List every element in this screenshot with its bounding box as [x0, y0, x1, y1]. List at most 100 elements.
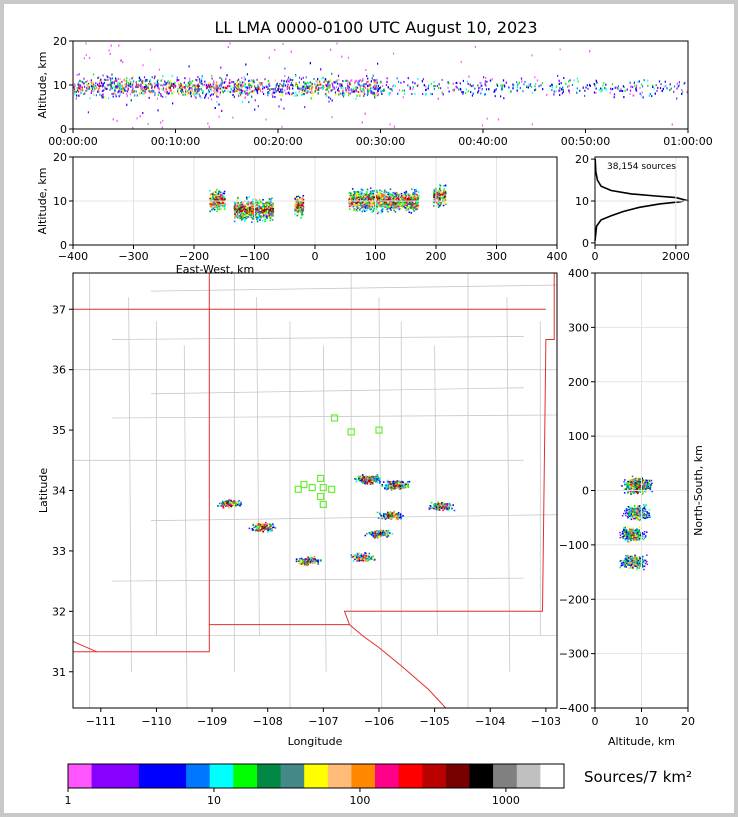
ew-source — [255, 202, 257, 205]
ew-source — [249, 212, 251, 215]
time-height-source — [375, 79, 377, 82]
time-height-source — [183, 85, 185, 88]
ew-source — [404, 202, 406, 204]
plan-source — [257, 530, 260, 532]
time-height-source — [142, 112, 144, 114]
ew-source — [408, 198, 411, 200]
ew-source — [439, 194, 442, 196]
time-height-source — [350, 79, 352, 82]
time-height-source — [372, 91, 374, 93]
ew-source — [434, 194, 436, 196]
ew-source — [416, 194, 418, 196]
ew-source — [240, 216, 242, 218]
ew-source — [242, 202, 244, 204]
ew-source — [218, 196, 220, 198]
time-height-source — [422, 93, 424, 95]
ew-source — [369, 200, 371, 203]
time-height-source — [480, 92, 482, 95]
time-height-source — [303, 85, 305, 88]
time-height-source — [620, 89, 622, 92]
time-height-source — [193, 88, 196, 91]
time-height-source — [104, 86, 106, 89]
ew-source — [414, 204, 417, 206]
time-height-source — [121, 80, 123, 83]
plan-source — [261, 525, 264, 528]
plan-source — [240, 501, 242, 504]
time-height-source — [92, 81, 94, 84]
time-height-source — [83, 82, 85, 85]
time-height-source — [207, 92, 209, 95]
ew-source — [354, 210, 357, 212]
ew-source — [413, 197, 416, 199]
time-height-source — [355, 89, 357, 92]
time-height-source — [649, 92, 651, 95]
time-height-source — [187, 89, 189, 92]
time-height-source — [256, 86, 258, 89]
time-height-source — [86, 87, 88, 90]
time-height-source — [112, 95, 114, 98]
time-height-source — [85, 54, 87, 57]
time-height-source — [120, 59, 122, 62]
plan-source — [230, 502, 232, 504]
plan-source — [302, 559, 305, 562]
time-height-source — [280, 88, 282, 91]
ew-source — [368, 204, 371, 206]
time-height-source — [474, 87, 476, 90]
ew-source — [256, 204, 258, 206]
time-height-source — [676, 82, 678, 85]
ew-source — [412, 208, 415, 211]
time-height-source — [253, 89, 256, 92]
ew-source — [355, 202, 358, 205]
time-height-source — [249, 81, 251, 84]
ew-source — [350, 194, 352, 197]
time-height-source — [102, 83, 104, 86]
ew-source — [406, 202, 409, 205]
plan-source — [226, 500, 228, 502]
ew-source — [256, 201, 258, 204]
time-height-source — [433, 81, 435, 84]
ew-source — [209, 193, 212, 196]
time-height-source — [224, 86, 226, 89]
ew-source — [216, 210, 218, 213]
ew-source — [355, 209, 358, 211]
ew-source — [294, 206, 297, 208]
ew-source — [301, 197, 304, 199]
time-height-source — [179, 86, 181, 89]
time-height-source — [212, 93, 214, 96]
ew-source — [406, 205, 408, 208]
time-height-source — [324, 78, 326, 81]
time-height-source — [151, 76, 153, 79]
plan-source — [296, 558, 299, 561]
time-height-source — [239, 81, 241, 84]
time-height-source — [210, 89, 212, 92]
plan-source — [298, 562, 301, 565]
ew-source — [271, 208, 273, 210]
time-height-source — [477, 84, 479, 87]
time-height-source — [221, 82, 223, 85]
time-height-source — [113, 81, 115, 84]
time-height-source — [403, 80, 405, 83]
time-height-source — [458, 88, 460, 91]
ew-source — [395, 206, 397, 208]
ew-source — [380, 195, 383, 197]
time-height-source — [489, 79, 492, 82]
plan-source — [227, 501, 230, 504]
ew-source — [212, 196, 214, 199]
plan-source — [265, 524, 268, 527]
time-height-source — [142, 92, 144, 95]
time-height-source — [136, 117, 138, 120]
time-height-source — [302, 76, 304, 79]
time-height-source — [541, 82, 543, 85]
time-height-source — [151, 85, 153, 88]
ew-source — [213, 208, 216, 211]
time-height-source — [234, 83, 236, 85]
time-height-source — [305, 76, 307, 79]
time-height-source — [392, 85, 394, 88]
time-height-source — [198, 89, 200, 92]
time-height-source — [519, 86, 521, 89]
ew-source — [358, 199, 360, 201]
time-height-source — [337, 82, 339, 85]
time-height-source — [229, 91, 231, 93]
time-height-source — [160, 93, 162, 96]
ew-source — [259, 215, 261, 217]
